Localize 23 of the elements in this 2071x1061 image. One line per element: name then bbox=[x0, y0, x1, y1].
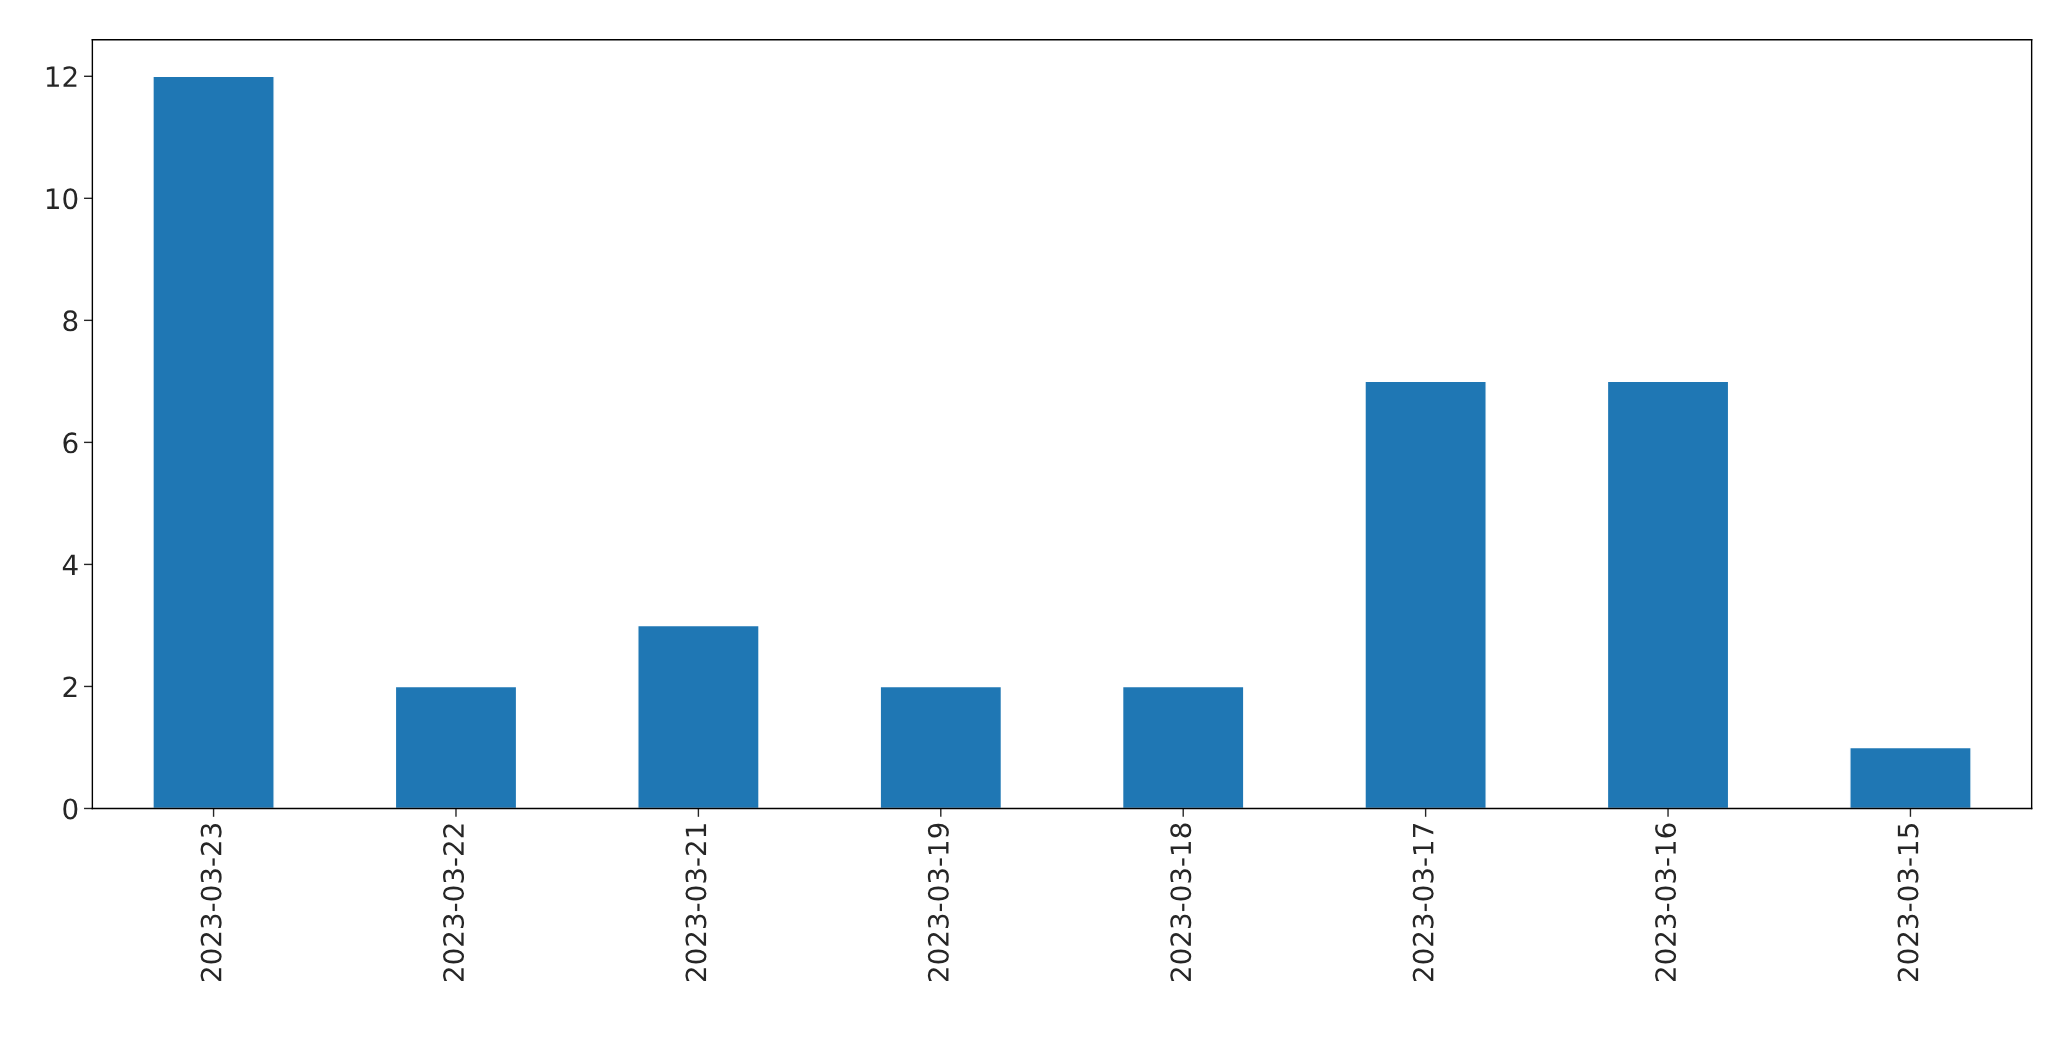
bar bbox=[394, 685, 518, 809]
x-tick-label: 2023-03-18 bbox=[1170, 823, 1192, 982]
x-tick-label: 2023-03-19 bbox=[927, 823, 949, 982]
bar bbox=[879, 685, 1003, 809]
x-tick-label: 2023-03-23 bbox=[200, 823, 222, 982]
bar bbox=[1849, 746, 1972, 809]
y-tick-label: 6 bbox=[63, 432, 78, 454]
y-tick-label: 10 bbox=[46, 188, 78, 210]
x-tick-label: 2023-03-15 bbox=[1897, 824, 1919, 982]
y-tick-label: 0 bbox=[63, 798, 78, 820]
y-tick-label: 4 bbox=[62, 554, 78, 575]
bar bbox=[152, 75, 275, 809]
bar bbox=[1121, 685, 1245, 809]
x-tick-label: 2023-03-21 bbox=[685, 824, 707, 982]
bar bbox=[637, 624, 760, 809]
bar bbox=[1606, 380, 1730, 809]
y-tick-label: 2 bbox=[63, 676, 77, 697]
x-tick-label: 2023-03-17 bbox=[1412, 824, 1434, 982]
y-tick-label: 8 bbox=[63, 310, 78, 332]
bar bbox=[1364, 380, 1487, 809]
x-tick-label: 2023-03-16 bbox=[1655, 823, 1677, 982]
y-tick-label: 12 bbox=[46, 66, 77, 87]
x-tick-label: 2023-03-22 bbox=[443, 824, 465, 982]
